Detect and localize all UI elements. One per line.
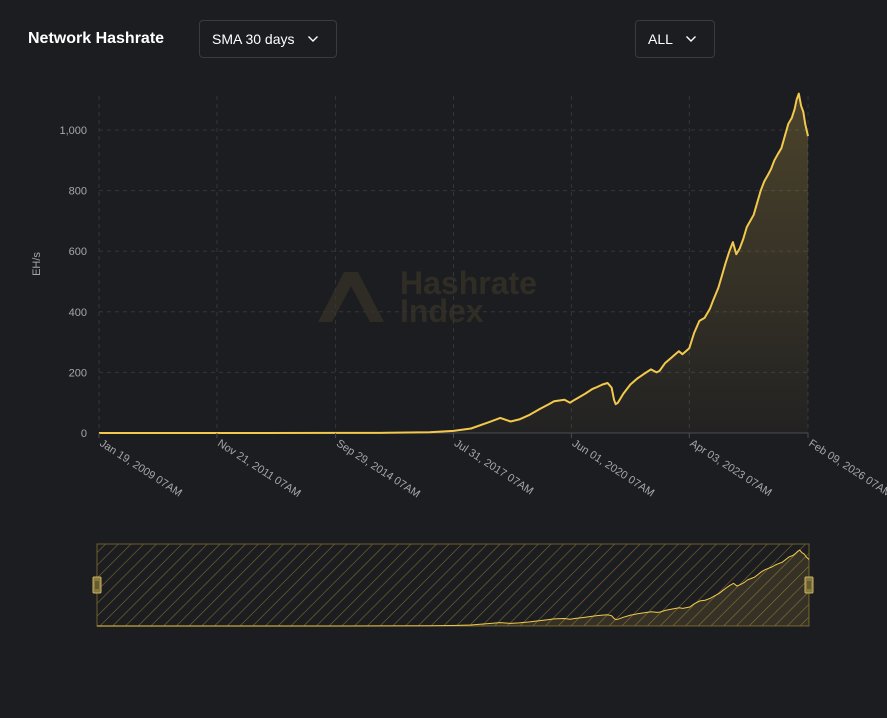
y-tick-label: 600 — [69, 246, 87, 258]
y-axis-label: EH/s — [31, 252, 43, 276]
x-tick-label: Feb 09, 2026 07AM — [806, 437, 887, 500]
navigator-selection[interactable] — [96, 543, 810, 627]
page-title: Network Hashrate — [28, 30, 165, 47]
navigator-right-handle[interactable] — [804, 576, 814, 594]
time-range-select[interactable]: ALL — [635, 20, 715, 58]
chevron-down-icon — [307, 35, 319, 43]
x-tick-label: Jan 19, 2009 07AM — [97, 437, 184, 499]
x-tick-label: Nov 21, 2011 07AM — [215, 437, 302, 500]
x-tick-label: Sep 29, 2014 07AM — [334, 437, 422, 500]
watermark-line1: Hashrate — [400, 265, 537, 301]
y-tick-label: 0 — [81, 428, 87, 440]
y-tick-label: 200 — [69, 367, 87, 379]
navigator-left-handle[interactable] — [92, 576, 102, 594]
range-navigator[interactable] — [92, 543, 814, 627]
sma-period-select[interactable]: SMA 30 days — [199, 20, 337, 58]
range-select-value: ALL — [648, 31, 673, 47]
hashrate-index-logo — [318, 272, 384, 322]
hashrate-area-fill — [99, 93, 808, 433]
chevron-down-icon — [685, 35, 697, 43]
x-tick-label: Jul 31, 2017 07AM — [452, 437, 535, 497]
navigator-series-line — [97, 549, 810, 627]
y-tick-label: 1,000 — [59, 125, 87, 137]
x-tick-label: Apr 03, 2023 07AM — [688, 437, 774, 499]
watermark-line2: Index — [400, 293, 484, 329]
y-tick-label: 400 — [69, 307, 87, 319]
sma-select-value: SMA 30 days — [212, 31, 295, 47]
hashrate-series-line — [99, 92, 809, 434]
watermark: Hashrate Index — [318, 265, 537, 329]
y-tick-label: 800 — [69, 186, 87, 198]
x-tick-label: Jun 01, 2020 07AM — [570, 437, 657, 499]
navigator-area — [97, 550, 809, 626]
